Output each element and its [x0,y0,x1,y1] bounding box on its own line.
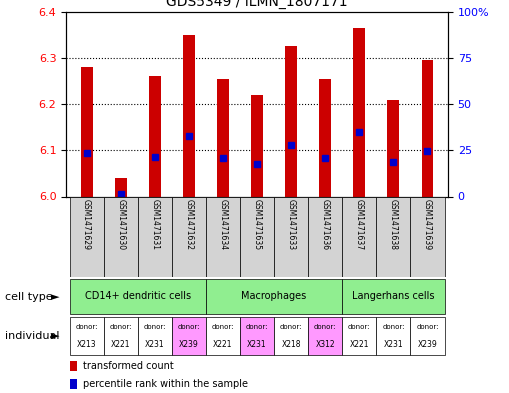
Bar [70,317,104,355]
Text: X239: X239 [417,340,437,349]
Bar [308,196,342,277]
Text: donor:: donor: [280,324,302,331]
Bar [172,317,206,355]
Bar [70,379,77,389]
Bar [251,95,263,196]
Bar [138,196,172,277]
Bar [149,77,161,196]
Text: GSM1471634: GSM1471634 [218,199,228,250]
Bar [206,196,240,277]
Text: GSM1471629: GSM1471629 [82,199,91,250]
Text: GSM1471636: GSM1471636 [321,199,330,250]
Text: donor:: donor: [75,324,98,331]
Bar [376,196,410,277]
Text: X231: X231 [384,340,403,349]
Bar [353,28,365,196]
Text: X239: X239 [179,340,199,349]
Text: donor:: donor: [109,324,132,331]
Text: GSM1471639: GSM1471639 [423,199,432,250]
Bar [342,279,444,314]
Text: ►: ► [51,292,60,302]
Text: GSM1471637: GSM1471637 [355,199,364,250]
Text: donor:: donor: [314,324,336,331]
Text: donor:: donor: [348,324,371,331]
Bar [70,279,206,314]
Text: GSM1471631: GSM1471631 [150,199,159,250]
Bar [104,196,138,277]
Text: percentile rank within the sample: percentile rank within the sample [83,379,248,389]
Text: X221: X221 [350,340,369,349]
Bar [206,279,342,314]
Text: X221: X221 [213,340,233,349]
Bar [421,60,434,196]
Text: individual: individual [5,331,60,341]
Text: GSM1471630: GSM1471630 [116,199,125,250]
Bar [376,317,410,355]
Bar [387,99,400,196]
Bar [104,317,138,355]
Bar [342,317,376,355]
Text: donor:: donor: [178,324,200,331]
Text: Macrophages: Macrophages [241,291,307,301]
Text: transformed count: transformed count [83,361,174,371]
Bar [240,317,274,355]
Text: X231: X231 [247,340,267,349]
Bar [274,317,308,355]
Bar [342,196,376,277]
Bar [172,196,206,277]
Text: donor:: donor: [382,324,405,331]
Bar [274,196,308,277]
Bar [115,178,127,196]
Text: donor:: donor: [144,324,166,331]
Bar [240,196,274,277]
Bar [285,46,297,196]
Text: donor:: donor: [212,324,234,331]
Text: X221: X221 [111,340,130,349]
Bar [206,317,240,355]
Text: X218: X218 [281,340,301,349]
Bar [183,35,195,197]
Text: GSM1471632: GSM1471632 [184,199,193,250]
Text: GSM1471638: GSM1471638 [389,199,398,250]
Bar [70,196,104,277]
Text: donor:: donor: [246,324,268,331]
Text: donor:: donor: [416,324,439,331]
Bar [319,79,331,196]
Bar [410,317,444,355]
Text: X231: X231 [145,340,164,349]
Text: ►: ► [51,331,60,341]
Text: X312: X312 [316,340,335,349]
Text: CD14+ dendritic cells: CD14+ dendritic cells [84,291,191,301]
Text: X213: X213 [77,340,96,349]
Text: GSM1471633: GSM1471633 [287,199,296,250]
Bar [70,361,77,371]
Text: GSM1471635: GSM1471635 [252,199,262,250]
Text: Langerhans cells: Langerhans cells [352,291,435,301]
Title: GDS5349 / ILMN_1807171: GDS5349 / ILMN_1807171 [166,0,348,9]
Bar [80,67,93,196]
Bar [308,317,342,355]
Text: cell type: cell type [5,292,53,302]
Bar [217,79,229,196]
Bar [410,196,444,277]
Bar [138,317,172,355]
